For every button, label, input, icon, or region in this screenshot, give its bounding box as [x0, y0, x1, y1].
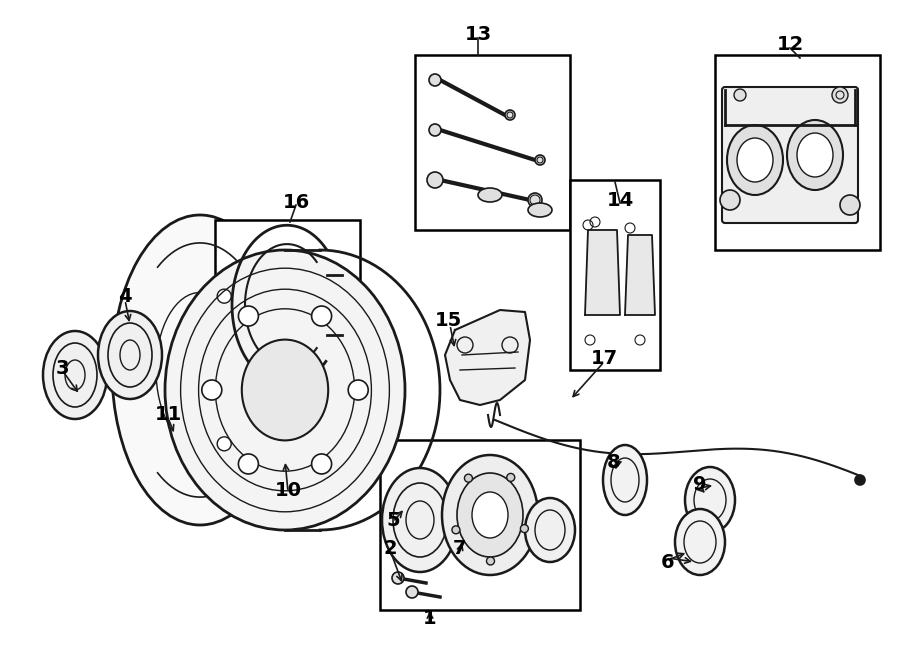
Circle shape: [392, 572, 404, 584]
Ellipse shape: [165, 250, 405, 530]
Circle shape: [507, 473, 515, 481]
Circle shape: [311, 306, 331, 326]
Text: 12: 12: [777, 34, 804, 54]
Circle shape: [427, 172, 443, 188]
Circle shape: [832, 87, 848, 103]
Ellipse shape: [457, 473, 523, 557]
Circle shape: [311, 454, 331, 474]
Circle shape: [145, 363, 158, 377]
Circle shape: [528, 193, 542, 207]
Circle shape: [238, 454, 258, 474]
Ellipse shape: [787, 120, 843, 190]
Circle shape: [406, 586, 418, 598]
Bar: [570, 180, 660, 370]
Circle shape: [464, 474, 473, 482]
Circle shape: [855, 475, 865, 485]
Text: 6: 6: [662, 553, 675, 572]
Ellipse shape: [685, 467, 735, 533]
Circle shape: [452, 526, 460, 534]
Circle shape: [429, 124, 441, 136]
Ellipse shape: [242, 340, 328, 440]
Text: 13: 13: [464, 26, 491, 44]
Ellipse shape: [382, 468, 458, 572]
Circle shape: [217, 289, 231, 303]
Ellipse shape: [525, 498, 575, 562]
Ellipse shape: [112, 215, 288, 525]
Bar: [715, 55, 880, 250]
Circle shape: [720, 190, 740, 210]
Circle shape: [202, 380, 221, 400]
Text: 16: 16: [283, 192, 310, 212]
Text: 14: 14: [607, 190, 634, 210]
Ellipse shape: [472, 492, 508, 538]
Bar: [415, 55, 570, 230]
Polygon shape: [445, 310, 530, 405]
Circle shape: [348, 380, 368, 400]
Circle shape: [505, 110, 515, 120]
Circle shape: [520, 525, 528, 533]
Ellipse shape: [797, 133, 833, 177]
Polygon shape: [625, 235, 655, 315]
Ellipse shape: [442, 455, 538, 575]
Text: 17: 17: [590, 348, 617, 368]
Text: 8: 8: [608, 453, 621, 471]
Text: 11: 11: [155, 405, 182, 424]
Ellipse shape: [675, 509, 725, 575]
Circle shape: [217, 437, 231, 451]
Text: 3: 3: [55, 358, 68, 377]
Circle shape: [840, 195, 860, 215]
Text: 4: 4: [118, 288, 131, 307]
Circle shape: [734, 89, 746, 101]
Ellipse shape: [98, 311, 162, 399]
Ellipse shape: [43, 331, 107, 419]
Polygon shape: [585, 230, 620, 315]
Text: 1: 1: [423, 609, 436, 627]
Ellipse shape: [727, 125, 783, 195]
Ellipse shape: [603, 445, 647, 515]
Text: 9: 9: [693, 475, 706, 494]
Circle shape: [238, 306, 258, 326]
Text: 5: 5: [386, 510, 400, 529]
Ellipse shape: [737, 138, 773, 182]
Circle shape: [535, 155, 545, 165]
FancyBboxPatch shape: [722, 87, 858, 223]
Ellipse shape: [528, 203, 552, 217]
Bar: [380, 440, 580, 610]
Text: 7: 7: [454, 539, 467, 557]
Text: 2: 2: [383, 539, 397, 557]
Text: 10: 10: [274, 481, 302, 500]
Circle shape: [487, 557, 494, 565]
Bar: [215, 220, 360, 390]
Circle shape: [429, 74, 441, 86]
Ellipse shape: [478, 188, 502, 202]
Text: 15: 15: [435, 311, 462, 329]
